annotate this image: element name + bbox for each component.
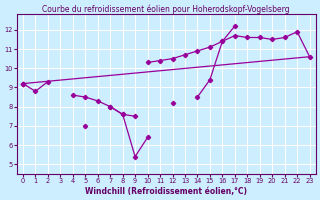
X-axis label: Windchill (Refroidissement éolien,°C): Windchill (Refroidissement éolien,°C) [85,187,247,196]
Title: Courbe du refroidissement éolien pour Hoherodskopf-Vogelsberg: Courbe du refroidissement éolien pour Ho… [43,4,290,14]
